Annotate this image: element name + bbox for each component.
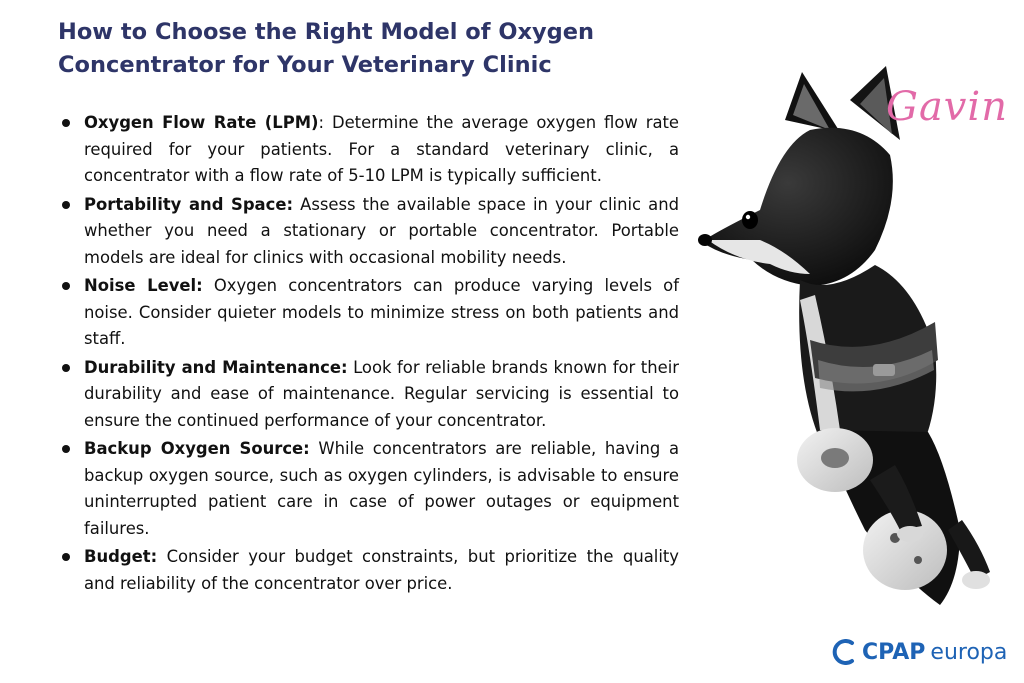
cpap-europa-logo[interactable]: CPAP europa [832, 632, 1007, 672]
bullet-heading: Oxygen Flow Rate (LPM) [84, 113, 319, 132]
bullet-dot-icon [62, 553, 70, 561]
dog-photo [698, 66, 990, 605]
title-line-2: Concentrator for Your Veterinary Clinic [58, 52, 552, 78]
logo-europa-text: europa [930, 639, 1008, 665]
bullet-text: : Determine the average oxygen flow rate… [84, 113, 679, 185]
bullet-text: Assess the available space in your clini… [84, 194, 679, 267]
title-line-1: How to Choose the Right Model of Oxygen [58, 19, 595, 45]
bullet-dot-icon [62, 282, 70, 290]
bullet-heading: Portability and Space: [84, 194, 294, 214]
bullet-item: Budget: Consider your budget constraints… [62, 544, 679, 597]
bullet-dot-icon [62, 119, 70, 127]
bullet-text: Oxygen concentrators can produce varying… [84, 276, 679, 348]
bullet-text: Look for reliable brands known for their… [84, 357, 679, 430]
cpap-logo-icon [832, 639, 854, 665]
bullet-item: Oxygen Flow Rate (LPM): Determine the av… [62, 110, 679, 190]
logo-cpap-text: CPAP [862, 639, 926, 665]
bullet-item: Backup Oxygen Source: While concentrator… [62, 436, 679, 542]
bullet-text: While concentrators are reliable, having… [84, 439, 680, 538]
bullet-heading: Backup Oxygen Source: [84, 439, 310, 458]
bullet-list: Oxygen Flow Rate (LPM): Determine the av… [62, 110, 679, 599]
bullet-dot-icon [62, 445, 70, 453]
bullet-item: Noise Level: Oxygen concentrators can pr… [62, 273, 679, 353]
signature-gavin: Gavin [886, 84, 1008, 130]
bullet-heading: Budget: [84, 547, 158, 566]
bullet-dot-icon [62, 200, 70, 209]
bullet-item: Durability and Maintenance: Look for rel… [62, 355, 679, 435]
page-title: How to Choose the Right Model of Oxygen … [58, 16, 658, 82]
bullet-text: Consider your budget constraints, but pr… [84, 547, 679, 593]
bullet-heading: Durability and Maintenance: [84, 357, 348, 377]
bullet-item: Portability and Space: Assess the availa… [62, 192, 679, 272]
bullet-heading: Noise Level: [84, 276, 203, 295]
bullet-dot-icon [62, 363, 70, 372]
